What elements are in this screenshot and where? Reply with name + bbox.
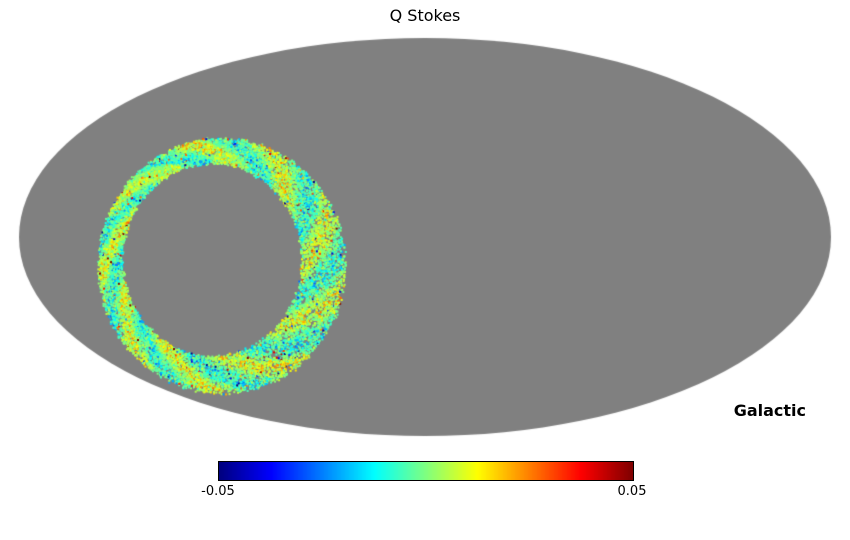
plot-title: Q Stokes (389, 6, 461, 25)
colorbar-max-label: 0.05 (617, 484, 647, 499)
sky-map-canvas (0, 0, 850, 450)
colorbar-canvas (218, 461, 634, 481)
colorbar-min-label: -0.05 (201, 484, 235, 499)
coordinate-label: Galactic (733, 401, 806, 420)
